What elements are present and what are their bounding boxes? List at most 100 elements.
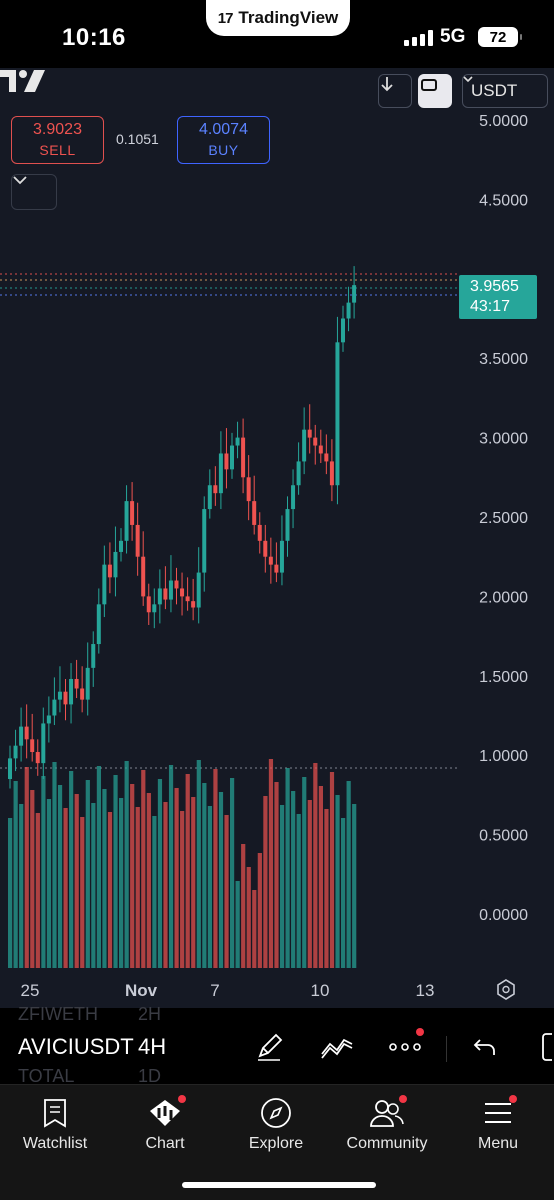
volume-bar [74,794,79,968]
nav-chart[interactable]: Chart [110,1093,220,1163]
sell-label: SELL [39,142,76,158]
fullscreen-icon [421,79,437,91]
candle-body [163,588,168,600]
price-scale-label: 4.5000 [479,192,528,209]
price-scale-label: 3.0000 [479,431,528,448]
more-dots-icon [389,1043,421,1051]
sell-button[interactable]: 3.9023 SELL [11,116,104,164]
candle-body [8,758,12,780]
time-axis-label: 25 [21,981,40,1000]
volume-bar [57,785,63,968]
volume-bar [263,796,268,968]
volume-bar [46,799,52,968]
price-scale-label: 2.5000 [479,510,528,527]
symbol-name[interactable]: AVICIUSDT [18,1034,134,1059]
notification-dot [416,1028,424,1036]
symbol-toolbar: ZFIWETH 2H AVICIUSDT 4H TOTAL 1D [0,1004,554,1086]
undo-icon [473,1039,495,1055]
tradingview-watermark-icon [0,70,45,92]
currency-select[interactable]: USDT [462,74,548,108]
more-tools-button[interactable] [388,1028,424,1064]
watchlist-icon [44,1099,66,1128]
volume-bar [157,779,163,968]
notification-dot [509,1095,517,1103]
volume-bar [246,867,251,968]
nav-watchlist[interactable]: Watchlist [0,1093,110,1163]
nav-label-explore: Explore [248,1135,304,1152]
volume-bar [279,805,285,968]
volume-bar [41,776,46,968]
price-scale-label: 3.5000 [479,351,528,368]
buy-button[interactable]: 4.0074 BUY [177,116,270,164]
volume-bar [30,790,35,968]
volume-bar [191,797,196,968]
time-axis-label: 10 [311,981,330,1000]
volume-bar [207,806,212,968]
candle-body [69,678,74,705]
volume-bar [85,780,90,968]
volume-bar [152,816,157,968]
nav-label-watchlist: Watchlist [22,1135,88,1152]
hamburger-icon [485,1103,511,1123]
price-scale-label: 1.0000 [479,748,528,765]
candle-body [257,524,262,541]
buy-price: 4.0074 [199,121,248,138]
bracket-icon [542,1033,552,1061]
tradingview-pill[interactable]: 17 TradingView [206,0,350,36]
volume-bar [130,784,135,968]
candle-body [291,485,296,510]
volume-bar [163,802,168,968]
redo-button[interactable] [532,1030,554,1064]
undo-button[interactable] [468,1030,502,1064]
trend-lines-icon [321,1038,353,1059]
volume-bar [24,767,29,968]
pen-icon [258,1033,283,1061]
candle-body [191,601,196,608]
nav-label-chart: Chart [145,1135,185,1152]
nav-label-community: Community [346,1135,428,1152]
time-axis-label: 7 [210,981,219,1000]
time-axis-label: 13 [416,981,435,1000]
signal-icon [404,30,433,46]
candle-body [80,688,85,700]
candle-body [102,564,107,605]
indicators-button[interactable] [320,1030,354,1064]
last-price-value: 3.9565 [470,278,519,295]
nav-menu[interactable]: Menu [443,1093,553,1163]
candle-body [341,318,345,343]
price-scale-label: 0.5000 [479,828,528,845]
chart-area[interactable]: 5.0000 4.5000 3.5000 3.0000 2.5000 2.0000 1.50… [0,68,554,1008]
candle-body [63,691,68,705]
home-indicator [182,1182,376,1188]
volume-bar [324,809,329,968]
candle-body [324,453,329,462]
volume-bar [107,812,113,968]
volume-bar [52,762,57,968]
fullscreen-button[interactable] [418,74,452,108]
volume-bar [213,769,218,968]
drawing-tool-button[interactable] [252,1030,286,1064]
candle-body [196,572,201,608]
volume-bar [252,890,257,968]
candle-body [152,604,157,613]
community-icon [370,1100,404,1127]
chart-settings-icon[interactable] [497,979,515,1000]
nav-community[interactable]: Community [332,1093,442,1163]
volume-bar [102,789,107,968]
volume-bar [218,792,224,968]
volume-bar [63,808,68,968]
candlestick-chart[interactable]: 5.0000 4.5000 3.5000 3.0000 2.5000 2.0000 1.50… [0,68,554,1008]
candle-body [113,551,118,578]
collapse-trading-panel-button[interactable] [11,174,57,210]
candle-body [35,752,40,764]
candle-body [107,564,112,578]
volume-bar [224,815,229,968]
scroll-to-latest-button[interactable] [378,74,412,108]
price-scale-label: 5.0000 [479,113,528,130]
interval-selector[interactable]: 4H [138,1034,167,1059]
chart-icon [150,1100,180,1126]
time-axis-label: Nov [125,981,158,1000]
volume-bar [96,766,101,968]
nav-explore[interactable]: Explore [221,1093,331,1163]
spread-value: 0.1051 [116,131,159,147]
